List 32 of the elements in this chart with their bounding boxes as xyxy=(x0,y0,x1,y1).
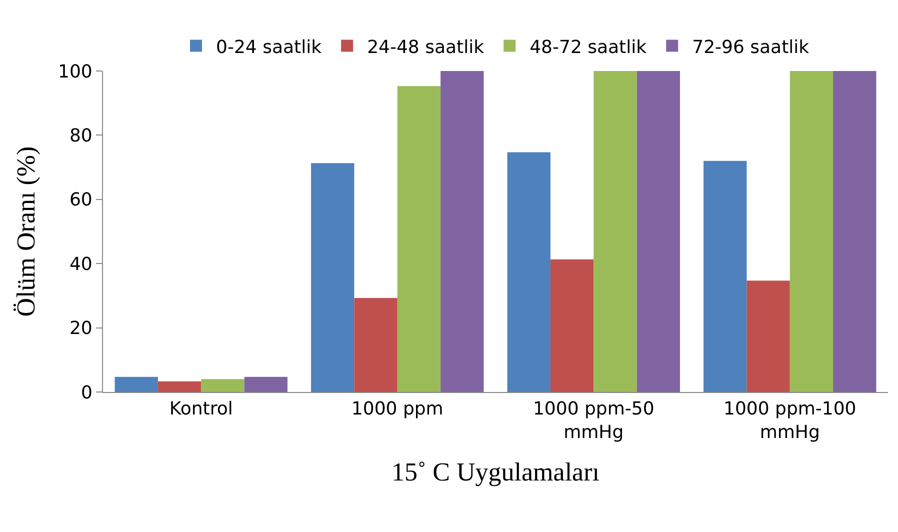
bar xyxy=(158,381,202,392)
bar xyxy=(704,160,747,392)
y-tick-label: 20 xyxy=(69,318,92,340)
legend-label: 72-96 saatlik xyxy=(692,36,810,58)
y-tick-label: 60 xyxy=(69,190,92,211)
bar xyxy=(354,298,398,392)
y-axis-title: Ölüm Oranı (%) xyxy=(11,146,40,317)
bar xyxy=(201,379,244,392)
bar xyxy=(790,71,834,392)
bar xyxy=(746,280,790,392)
bar xyxy=(440,71,484,392)
x-tick-label: 1000 ppm xyxy=(351,398,444,420)
bar xyxy=(550,259,594,392)
legend-label: 48-72 saatlik xyxy=(530,36,648,58)
bar xyxy=(833,71,876,392)
y-tick-label: 100 xyxy=(58,61,92,82)
bar xyxy=(397,86,441,392)
y-tick-label: 80 xyxy=(69,126,92,146)
legend-label: 0-24 saatlik xyxy=(216,36,322,58)
bar xyxy=(507,152,550,392)
bar xyxy=(114,376,158,392)
y-tick-label: 40 xyxy=(69,254,92,275)
y-tick-label: 0 xyxy=(80,382,92,404)
legend-label: 24-48 saatlik xyxy=(367,36,485,58)
bar xyxy=(594,71,637,392)
bar xyxy=(244,376,288,392)
x-tick-label: Kontrol xyxy=(169,398,233,420)
x-axis-title: 15˚ C Uygulamaları xyxy=(392,458,600,487)
bar xyxy=(636,71,680,392)
x-tick-label: 1000 ppm-50 mmHg xyxy=(532,398,654,443)
bar xyxy=(311,163,354,392)
x-tick-label: 1000 ppm-100 mmHg xyxy=(723,398,856,443)
